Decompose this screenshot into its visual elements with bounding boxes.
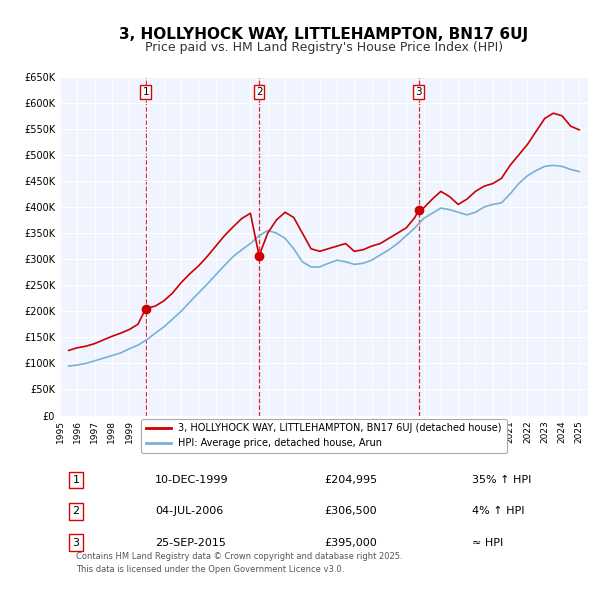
Text: 04-JUL-2006: 04-JUL-2006 <box>155 506 223 516</box>
Text: 2: 2 <box>256 87 262 97</box>
Text: 2: 2 <box>72 506 79 516</box>
Text: 3: 3 <box>416 87 422 97</box>
Text: 1: 1 <box>142 87 149 97</box>
Text: 3, HOLLYHOCK WAY, LITTLEHAMPTON, BN17 6UJ: 3, HOLLYHOCK WAY, LITTLEHAMPTON, BN17 6U… <box>119 27 529 41</box>
Text: Contains HM Land Registry data © Crown copyright and database right 2025.
This d: Contains HM Land Registry data © Crown c… <box>76 552 403 574</box>
Text: £204,995: £204,995 <box>324 475 377 485</box>
Text: £395,000: £395,000 <box>324 537 377 548</box>
Text: 4% ↑ HPI: 4% ↑ HPI <box>472 506 524 516</box>
Text: Price paid vs. HM Land Registry's House Price Index (HPI): Price paid vs. HM Land Registry's House … <box>145 41 503 54</box>
Text: 1: 1 <box>73 475 79 485</box>
Text: 10-DEC-1999: 10-DEC-1999 <box>155 475 229 485</box>
Text: 35% ↑ HPI: 35% ↑ HPI <box>472 475 531 485</box>
Text: £306,500: £306,500 <box>324 506 377 516</box>
Text: ≈ HPI: ≈ HPI <box>472 537 503 548</box>
Text: 3: 3 <box>73 537 79 548</box>
Text: 25-SEP-2015: 25-SEP-2015 <box>155 537 226 548</box>
Legend: 3, HOLLYHOCK WAY, LITTLEHAMPTON, BN17 6UJ (detached house), HPI: Average price, : 3, HOLLYHOCK WAY, LITTLEHAMPTON, BN17 6U… <box>142 418 506 453</box>
